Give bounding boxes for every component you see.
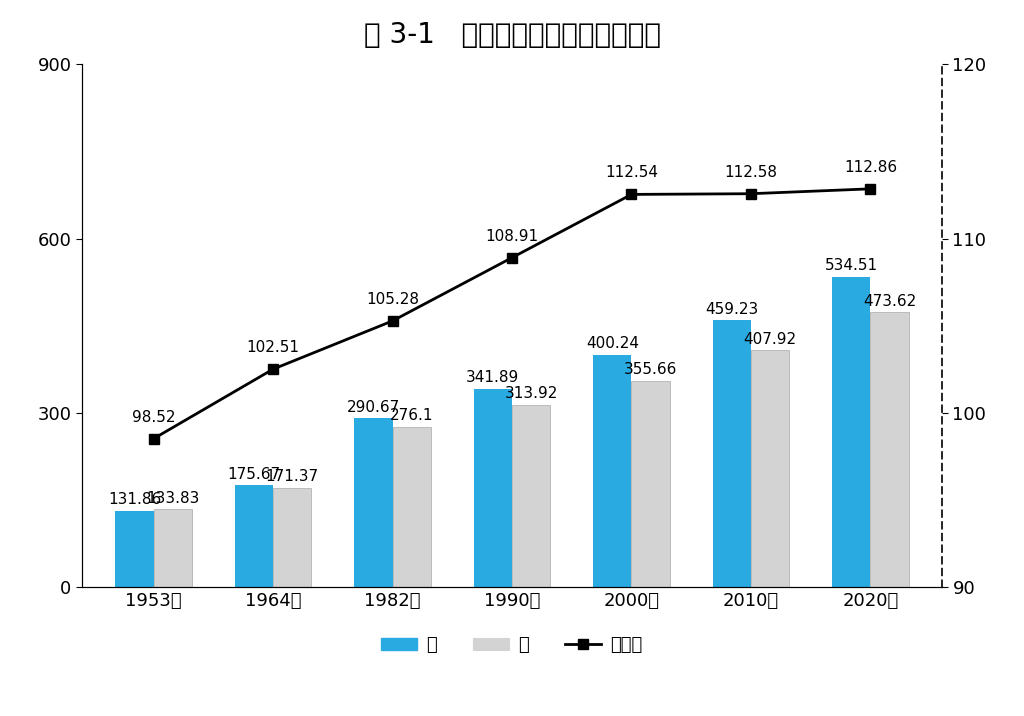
Text: 171.37: 171.37: [265, 469, 318, 484]
Text: 400.24: 400.24: [586, 337, 639, 351]
Text: 108.91: 108.91: [485, 228, 539, 243]
Text: 534.51: 534.51: [824, 258, 878, 274]
Text: 473.62: 473.62: [863, 294, 916, 309]
Text: 98.52: 98.52: [132, 410, 175, 425]
Bar: [116, 511, 154, 587]
Text: 290.67: 290.67: [347, 400, 400, 415]
Bar: [154, 509, 191, 587]
Bar: [474, 389, 512, 587]
Text: 图 3-1   历次人口普查人口性别构成: 图 3-1 历次人口普查人口性别构成: [364, 21, 660, 49]
Text: 459.23: 459.23: [706, 302, 759, 317]
Bar: [632, 381, 670, 587]
Text: 407.92: 407.92: [743, 332, 797, 347]
Text: 276.1: 276.1: [390, 408, 433, 423]
Text: 131.86: 131.86: [108, 492, 161, 507]
Legend: 男, 女, 性别比: 男, 女, 性别比: [374, 629, 650, 662]
Text: 341.89: 341.89: [466, 370, 519, 385]
Text: 102.51: 102.51: [247, 340, 300, 355]
Bar: [833, 276, 870, 587]
Text: 313.92: 313.92: [505, 387, 558, 402]
Text: 175.67: 175.67: [227, 467, 281, 482]
Bar: [870, 312, 908, 587]
Text: 105.28: 105.28: [366, 292, 419, 307]
Bar: [751, 350, 790, 587]
Text: 112.86: 112.86: [844, 160, 897, 175]
Text: 112.54: 112.54: [605, 165, 658, 180]
Bar: [593, 354, 632, 587]
Bar: [512, 405, 550, 587]
Bar: [354, 418, 392, 587]
Bar: [273, 488, 311, 587]
Bar: [392, 427, 431, 587]
Text: 133.83: 133.83: [146, 491, 200, 506]
Bar: [234, 485, 273, 587]
Bar: [713, 321, 751, 587]
Text: 355.66: 355.66: [624, 362, 677, 377]
Text: 112.58: 112.58: [724, 165, 777, 180]
